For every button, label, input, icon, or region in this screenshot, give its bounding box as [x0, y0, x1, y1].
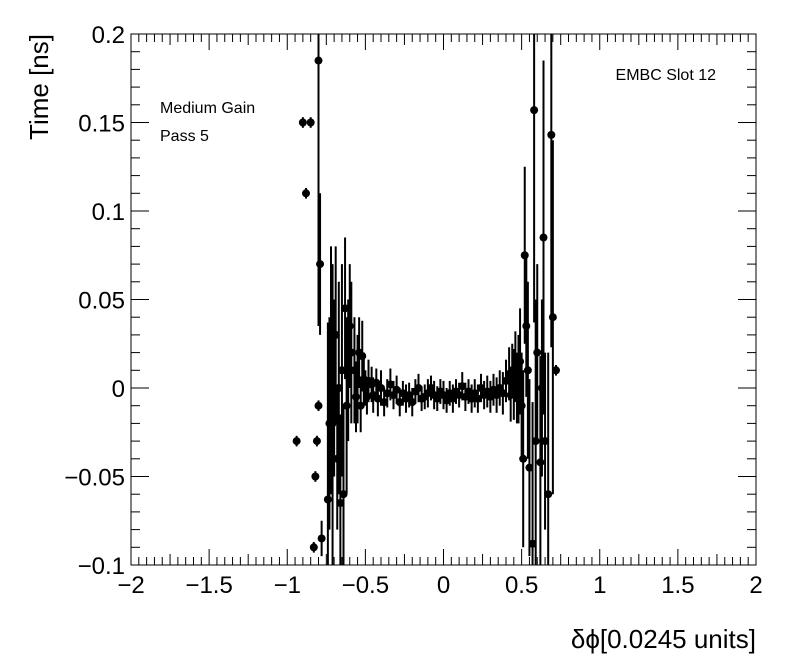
annotation-gain: Medium Gain: [160, 100, 255, 117]
data-point: [341, 304, 350, 313]
data-point: [530, 106, 539, 115]
data-point: [477, 384, 485, 392]
data-point: [345, 322, 354, 331]
data-point: [302, 189, 310, 198]
data-point: [314, 401, 323, 410]
data-point: [520, 251, 529, 260]
data-point: [528, 539, 537, 548]
data-point: [539, 233, 548, 242]
y-tick-label: 0.2: [92, 22, 125, 49]
data-point: [347, 348, 356, 357]
data-point: [408, 398, 417, 407]
x-tick-label: 1.5: [661, 572, 694, 599]
data-point: [395, 398, 404, 407]
y-tick-labels: −0.1 −0.05 0 0.05 0.1 0.15 0.2: [64, 22, 125, 580]
data-point: [306, 118, 315, 127]
tick-marks: [130, 33, 757, 566]
x-axis-title: δϕ[0.0245 units]: [571, 624, 756, 654]
data-point: [314, 56, 323, 65]
x-tick-label: 2: [749, 572, 762, 599]
x-tick-label: −2: [117, 572, 144, 599]
y-tick-label: 0.1: [92, 199, 125, 226]
data-point: [522, 322, 531, 331]
data-point: [541, 437, 550, 446]
data-point: [309, 543, 318, 552]
data-point: [531, 437, 540, 446]
data-point: [317, 534, 326, 543]
data-point: [386, 380, 395, 389]
data-point: [342, 401, 351, 410]
x-tick-labels: −2 −1.5 −1 −0.5 0 0.5 1 1.5 2: [117, 572, 762, 599]
data-point: [455, 391, 464, 400]
data-point: [544, 490, 553, 499]
data-point: [323, 495, 332, 504]
data-point: [536, 458, 545, 467]
data-point: [473, 394, 482, 403]
annotation-pass: Pass 5: [160, 128, 209, 145]
data-point: [464, 387, 473, 396]
data-point: [486, 392, 495, 401]
x-tick-label: 0.5: [505, 572, 538, 599]
x-tick-label: −1: [274, 572, 301, 599]
data-point: [492, 391, 501, 400]
x-tick-label: 0: [437, 572, 450, 599]
x-tick-label: 1: [593, 572, 606, 599]
plot-frame: [130, 33, 757, 566]
data-point: [517, 401, 526, 410]
data-point: [352, 392, 360, 401]
annotation-slot: EMBC Slot 12: [616, 67, 717, 84]
data-point: [525, 463, 534, 472]
data-point: [337, 366, 346, 375]
data-point: [311, 472, 320, 481]
data-point: [292, 437, 301, 446]
y-tick-label: 0: [112, 376, 125, 403]
data-point: [392, 385, 401, 394]
data-point: [334, 384, 343, 392]
x-tick-label: −0.5: [342, 572, 389, 599]
data-point: [298, 118, 307, 127]
x-tick-label: −1.5: [185, 572, 232, 599]
y-tick-label: 0.15: [78, 111, 125, 138]
data-point: [380, 398, 389, 407]
data-point: [427, 384, 435, 392]
data-point: [312, 437, 321, 446]
data-point: [383, 389, 392, 398]
data-point: [547, 130, 556, 139]
data-point: [358, 352, 367, 361]
data-point: [523, 366, 532, 375]
data-point: [442, 396, 451, 405]
data-point: [405, 391, 414, 400]
data-point: [519, 454, 528, 463]
data-point: [533, 348, 542, 357]
data-point: [339, 490, 348, 499]
data-point: [498, 389, 507, 398]
data-point: [502, 376, 510, 385]
y-tick-label: −0.05: [64, 465, 125, 492]
data-point: [356, 401, 365, 410]
data-point: [448, 394, 457, 403]
data-point: [336, 499, 345, 508]
data-point: [516, 357, 525, 366]
data-point: [316, 260, 325, 269]
data-point: [377, 384, 385, 392]
data-points: [292, 34, 560, 565]
y-tick-label: −0.1: [78, 553, 125, 580]
data-point: [373, 394, 382, 403]
data-point: [548, 313, 557, 322]
data-point: [458, 382, 467, 391]
data-point: [414, 384, 423, 392]
y-axis-title: Time [ns]: [24, 34, 54, 140]
data-point: [433, 394, 442, 403]
data-point: [552, 366, 560, 375]
y-tick-label: 0.05: [78, 288, 125, 315]
data-point: [331, 330, 340, 339]
